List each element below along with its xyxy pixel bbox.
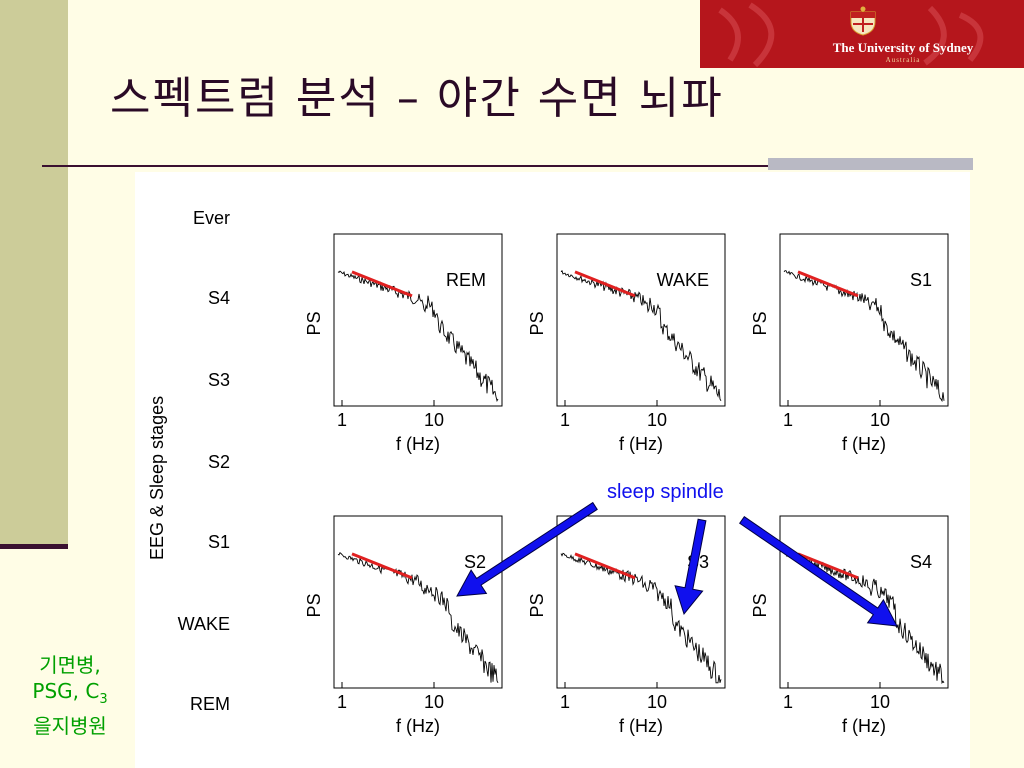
x-tick-label: 10 (647, 410, 667, 430)
fit-line (797, 270, 859, 298)
x-tick-label: 10 (424, 692, 444, 712)
caption-line-2: PSG, C3 (0, 678, 140, 713)
x-tick-label: 10 (870, 692, 890, 712)
stage-label: Ever (193, 208, 230, 228)
x-tick-label: 1 (337, 692, 347, 712)
sleep-spindle-annotation: sleep spindle (607, 481, 724, 503)
x-tick-label: 1 (783, 410, 793, 430)
panel-frame (556, 233, 726, 407)
spectrum-figure-svg: EEG & Sleep stages Ever S4 S3 S2 S1 WAKE REM R… (147, 202, 949, 736)
spectrum-trace (783, 270, 945, 403)
crest-icon (850, 6, 876, 36)
left-sidebar-bar (0, 0, 68, 545)
caption-line-2-text: PSG, C (32, 679, 100, 703)
x-tick-label: 10 (647, 692, 667, 712)
panel-xlabel: f (Hz) (396, 716, 440, 736)
spindle-arrow (674, 518, 707, 616)
stage-label: S2 (208, 452, 230, 472)
spectrum-trace (560, 552, 722, 684)
panel-xlabel: f (Hz) (842, 434, 886, 454)
left-sidebar-underline (0, 544, 68, 549)
panel-xlabel: f (Hz) (619, 434, 663, 454)
figure-ylabel: EEG & Sleep stages (147, 396, 167, 560)
panel-ylabel: PS (750, 593, 770, 617)
fit-line (351, 270, 413, 298)
panel-frame (333, 515, 503, 689)
logo-text: The University of Sydney (832, 40, 974, 55)
spectrum-panel: WAKE PS 1 10 f (Hz) (527, 233, 726, 454)
panel-label: S1 (910, 270, 932, 290)
spectrum-panel: REM PS 1 10 f (Hz) (304, 233, 503, 454)
panel-ylabel: PS (304, 593, 324, 617)
panel-frame (779, 233, 949, 407)
spindle-arrows (456, 501, 898, 627)
stage-label: S4 (208, 288, 230, 308)
logo-subtext: Australia (885, 56, 921, 64)
x-tick-label: 1 (337, 410, 347, 430)
spectrum-trace (560, 270, 722, 402)
panel-label: REM (446, 270, 486, 290)
panel-label: S2 (464, 552, 486, 572)
stage-label: REM (190, 694, 230, 714)
panel-xlabel: f (Hz) (396, 434, 440, 454)
stage-label: S3 (208, 370, 230, 390)
title-rule (42, 165, 972, 167)
stage-label: WAKE (178, 614, 230, 634)
spindle-arrow (739, 516, 898, 627)
x-tick-label: 1 (560, 692, 570, 712)
panel-label: WAKE (657, 270, 709, 290)
fit-line (797, 552, 859, 580)
panel-ylabel: PS (304, 311, 324, 335)
caption-line-2-subscript: 3 (99, 692, 108, 707)
logo-watermark (718, 2, 984, 68)
panel-xlabel: f (Hz) (619, 716, 663, 736)
slide-title: 스펙트럼 분석 – 야간 수면 뇌파 (110, 73, 724, 124)
fit-line (574, 552, 636, 580)
x-tick-label: 1 (783, 692, 793, 712)
panel-ylabel: PS (527, 311, 547, 335)
stage-label-mask (230, 202, 240, 722)
x-tick-label: 1 (560, 410, 570, 430)
caption: 기면병, PSG, C3 을지병원 (0, 652, 140, 739)
spectrum-panel: S1 PS 1 10 f (Hz) (750, 233, 949, 454)
university-logo: The University of Sydney Australia (700, 0, 1024, 68)
fit-line (351, 552, 413, 580)
caption-line-1: 기면병, (39, 653, 101, 677)
x-tick-label: 10 (870, 410, 890, 430)
caption-line-3: 을지병원 (33, 714, 107, 738)
spectrum-trace (337, 551, 499, 684)
title-rule-accent (768, 158, 973, 170)
panel-xlabel: f (Hz) (842, 716, 886, 736)
spectrum-figure: EEG & Sleep stages Ever S4 S3 S2 S1 WAKE REM R… (135, 172, 970, 768)
fit-line (574, 270, 636, 298)
spectrum-trace (337, 270, 499, 403)
spindle-arrow (456, 501, 598, 597)
title-background (68, 0, 700, 160)
stage-label: S1 (208, 532, 230, 552)
panel-ylabel: PS (750, 311, 770, 335)
x-tick-label: 10 (424, 410, 444, 430)
panel-label: S4 (910, 552, 932, 572)
panel-frame (333, 233, 503, 407)
spectrum-panel: S2 PS 1 10 f (Hz) (304, 515, 503, 736)
panel-ylabel: PS (527, 593, 547, 617)
stage-labels: Ever S4 S3 S2 S1 WAKE REM (178, 202, 240, 722)
